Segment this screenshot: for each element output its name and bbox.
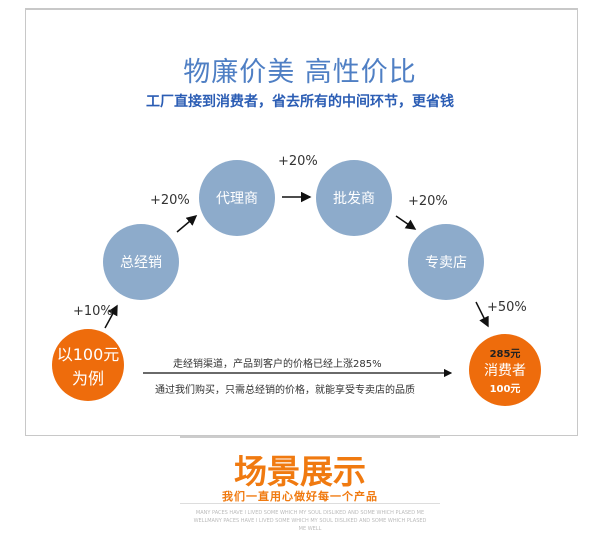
- start-line1: 以100元: [56, 345, 120, 364]
- section-english: MANY PACES HAVE I LIVED SOME WHICH MY SO…: [193, 510, 427, 532]
- arrow-store-to-consumer: [475, 301, 489, 328]
- start-line2: 为例: [71, 369, 104, 388]
- consumer-label: 消费者: [484, 363, 526, 379]
- arrow-wholesale-to-store: [395, 215, 417, 230]
- section-title: 场景展示: [234, 452, 366, 491]
- consumer-price-bottom: 100元: [489, 384, 521, 395]
- divider-bottom: [180, 503, 440, 504]
- markup-5: +50%: [487, 300, 527, 315]
- markup-4: +20%: [408, 194, 448, 209]
- markup-1: +10%: [73, 304, 113, 319]
- markup-2: +20%: [150, 193, 190, 208]
- note-top: 走经销渠道，产品到客户的价格已经上涨285%: [173, 359, 382, 370]
- page-subtitle: 工厂直接到消费者，省去所有的中间环节，更省钱: [146, 94, 454, 110]
- note-bottom: 通过我们购买，只需总经销的价格，就能享受专卖店的品质: [155, 385, 415, 396]
- content-frame: [25, 8, 578, 436]
- node-wholesaler: 批发商: [316, 160, 392, 236]
- arrow-start-to-general: [104, 304, 118, 329]
- markup-3: +20%: [278, 154, 318, 169]
- start-node: 以100元 为例: [52, 329, 124, 401]
- page-title: 物廉价美 高性价比: [183, 57, 417, 88]
- node-store: 专卖店: [408, 224, 484, 300]
- divider-top: [180, 436, 440, 438]
- node-agent: 代理商: [199, 160, 275, 236]
- section-slogan: 我们一直用心做好每一个产品: [222, 490, 378, 503]
- arrow-general-to-agent: [176, 215, 198, 233]
- consumer-price-top: 285元: [489, 349, 521, 360]
- consumer-node: 285元 消费者 100元: [469, 334, 541, 406]
- node-general-distributor: 总经销: [103, 224, 179, 300]
